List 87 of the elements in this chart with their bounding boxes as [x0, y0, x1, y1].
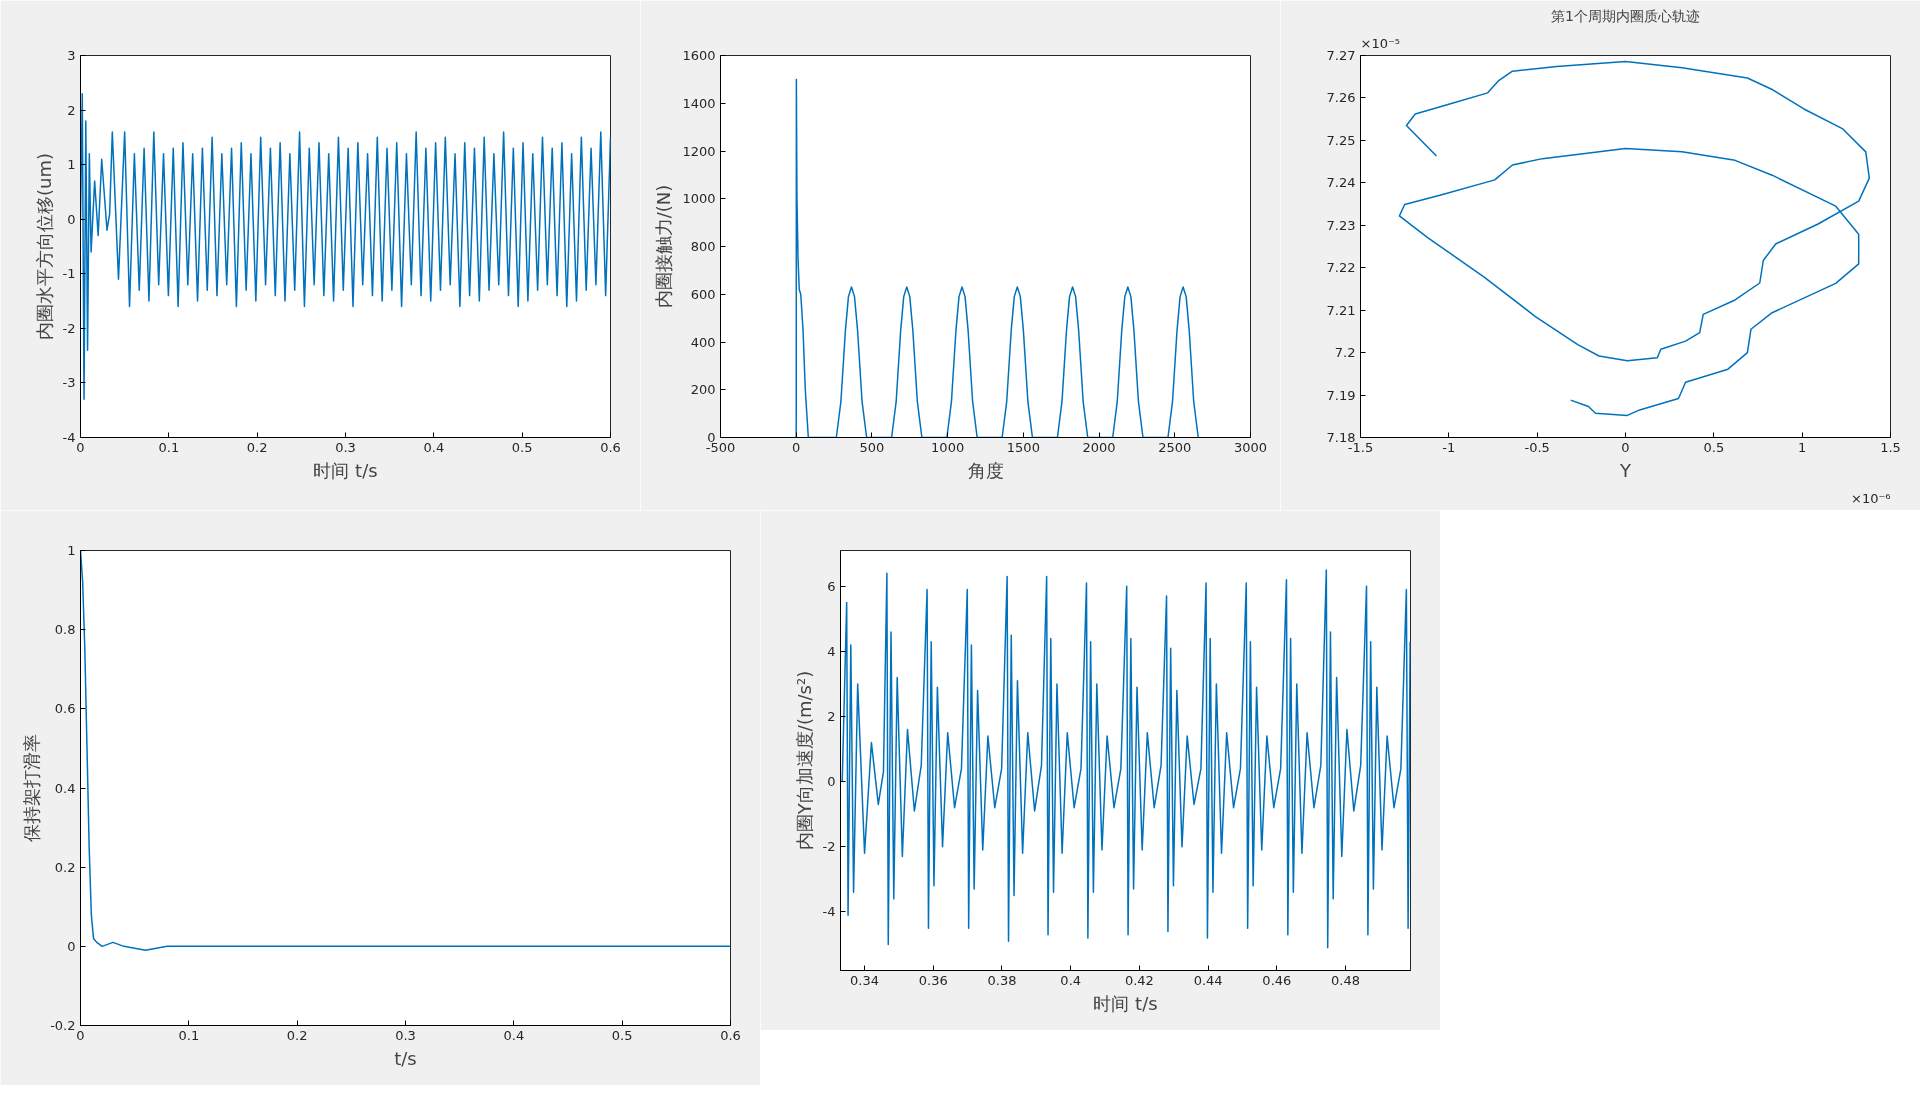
y-tick-label: 7.21 — [1326, 302, 1356, 318]
x-tick-label: 0.5 — [1703, 439, 1725, 455]
x-tick-label: 1500 — [1006, 439, 1040, 455]
y-tick-label: 7.19 — [1326, 387, 1356, 403]
x-tick-label: 0.38 — [987, 972, 1017, 988]
line-series — [795, 78, 1200, 438]
x-tick-label: 0.1 — [158, 439, 180, 455]
x-tick-label: -0.5 — [1524, 439, 1550, 455]
line-series — [841, 569, 1411, 949]
y-tick-label: 1600 — [682, 48, 716, 63]
x-tick-label: -1 — [1442, 439, 1456, 455]
x-tick-label: 0.3 — [335, 439, 356, 455]
text: ×10⁻⁶ — [1850, 490, 1891, 506]
x-tick-label: 0.6 — [600, 439, 621, 455]
x-axis-title: 时间 t/s — [1093, 992, 1158, 1014]
chart-title: 第1个周期内圈质心轨迹 — [1551, 7, 1700, 24]
x-tick-label: 1 — [1798, 439, 1807, 455]
x-tick-label: 0.3 — [395, 1027, 416, 1043]
y-axis-title: 内圈Y向加速度/(m/s²) — [793, 670, 815, 851]
y-tick-label: 1200 — [682, 143, 716, 159]
y-tick-label: 0 — [67, 211, 76, 227]
y-tick-label: 1400 — [682, 95, 716, 111]
x-tick-label: 0.5 — [611, 1027, 633, 1043]
y-tick-label: 1 — [67, 157, 76, 173]
x-tick-label: 0.44 — [1193, 972, 1223, 988]
y-tick-label: 0.6 — [54, 701, 76, 717]
y-tick-label: 1 — [67, 543, 76, 558]
x-tick-label: 0.42 — [1124, 972, 1154, 988]
y-tick-label: -2 — [822, 839, 836, 855]
x-tick-label: 0.48 — [1331, 972, 1361, 988]
y-tick-label: 4 — [827, 643, 836, 659]
y-axis-title: 内圈水平方向位移(um) — [33, 152, 55, 340]
y-tick-label: -2 — [62, 320, 76, 336]
y-tick-label: 3 — [67, 48, 76, 63]
y-tick-label: 600 — [690, 286, 716, 302]
y-axis-title: 保持架打滑率 — [21, 734, 43, 842]
y-tick-label: 7.26 — [1326, 90, 1356, 106]
x-axis-title: Y — [1619, 459, 1632, 481]
y-tick-label: 7.27 — [1326, 48, 1356, 63]
x-tick-label: 1.5 — [1880, 439, 1901, 455]
y-tick-label: -3 — [62, 375, 76, 391]
y-tick-label: 2 — [827, 709, 836, 725]
line-series — [1398, 60, 1871, 417]
x-tick-label: 500 — [859, 439, 885, 455]
x-axis-title: t/s — [394, 1047, 417, 1069]
x-tick-label: 0.2 — [286, 1027, 308, 1043]
y-tick-label: -4 — [822, 904, 836, 920]
y-tick-label: 1000 — [682, 191, 716, 207]
x-tick-label: 3000 — [1233, 439, 1268, 455]
x-tick-label: 2500 — [1158, 439, 1192, 455]
x-axis-title: 时间 t/s — [313, 459, 378, 481]
y-tick-label: -4 — [62, 430, 76, 445]
x-tick-label: 0.34 — [850, 972, 880, 988]
x-tick-label: 0 — [1621, 439, 1630, 455]
y-tick-label: 400 — [690, 334, 716, 350]
x-tick-label: 0.46 — [1262, 972, 1292, 988]
y-tick-label: -1 — [62, 266, 76, 282]
x-tick-label: 0.4 — [1060, 972, 1082, 988]
x-tick-label: 1000 — [931, 439, 965, 455]
x-tick-label: 0.36 — [918, 972, 948, 988]
y-tick-label: 6 — [827, 578, 836, 594]
y-tick-label: 7.23 — [1326, 217, 1356, 233]
text: ×10⁻⁵ — [1360, 35, 1401, 51]
y-tick-label: 0.4 — [54, 780, 76, 796]
y-tick-label: -0.2 — [50, 1018, 76, 1033]
x-tick-label: 0.4 — [503, 1027, 525, 1043]
x-tick-label: 0.1 — [178, 1027, 200, 1043]
line-series — [80, 92, 611, 401]
y-tick-label: 7.22 — [1326, 260, 1356, 276]
y-tick-label: 2 — [67, 102, 76, 118]
y-tick-label: 0 — [827, 774, 836, 790]
y-tick-label: 0.2 — [54, 859, 76, 875]
y-tick-label: 0.8 — [54, 622, 76, 638]
x-tick-label: 2000 — [1082, 439, 1116, 455]
x-tick-label: 0.2 — [246, 439, 268, 455]
y-tick-label: 200 — [690, 382, 716, 398]
y-tick-label: 0 — [67, 938, 76, 954]
x-axis-title: 角度 — [967, 459, 1004, 481]
y-axis-title: 内圈接触力/(N) — [653, 184, 675, 309]
y-tick-label: 7.2 — [1334, 345, 1356, 361]
x-tick-label: 0.4 — [423, 439, 445, 455]
x-tick-label: 0.6 — [720, 1027, 741, 1043]
y-tick-label: 7.24 — [1326, 175, 1356, 191]
x-tick-label: 0.5 — [511, 439, 533, 455]
y-tick-label: 7.25 — [1326, 132, 1356, 148]
x-tick-label: 0 — [792, 439, 801, 455]
y-tick-label: 800 — [690, 239, 716, 254]
